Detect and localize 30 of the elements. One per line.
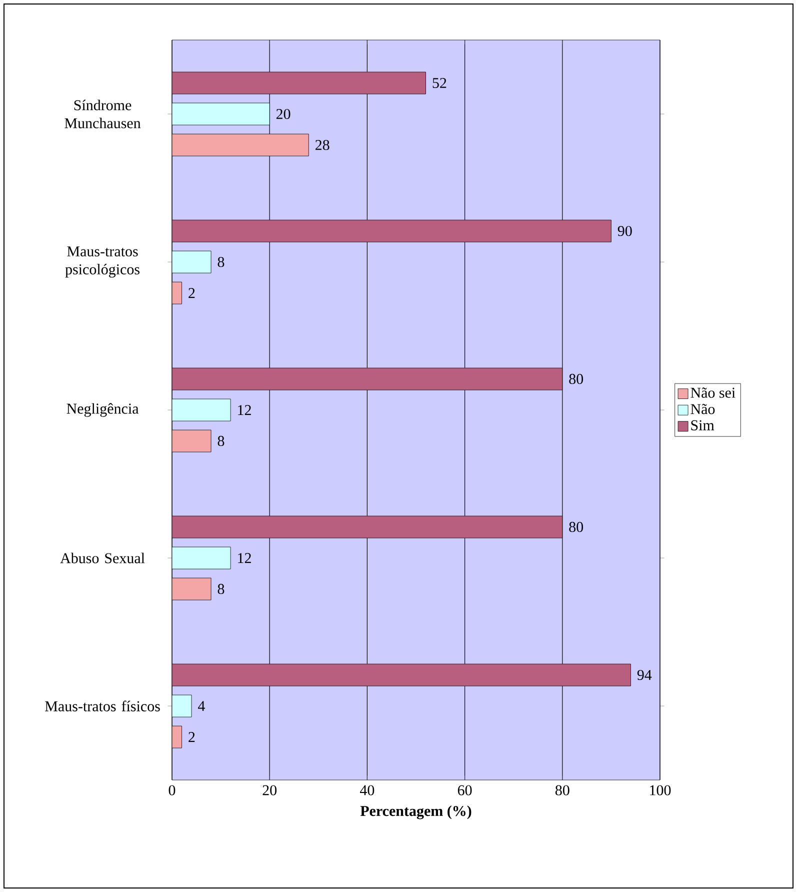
x-tick-label: 100 [650, 785, 671, 796]
x-axis-title: Percentagem (%) [360, 806, 472, 820]
y-tick-label: Abuso Sexual [60, 552, 145, 564]
x-tick-label: 0 [168, 785, 176, 796]
y-tick-label: Negligência [66, 403, 139, 417]
x-tick-label: 60 [458, 785, 472, 796]
data-label: 12 [238, 553, 251, 563]
legend-label: Não sei [690, 388, 736, 398]
data-label: 8 [218, 256, 224, 268]
data-label: 20 [276, 108, 290, 120]
x-tick-label: 40 [360, 785, 374, 796]
data-label: 94 [637, 670, 652, 680]
y-tick-label: Maus-tratos físicos [45, 700, 160, 712]
data-label: 80 [569, 522, 584, 532]
data-label: 12 [238, 405, 251, 415]
y-tick-label: Maus-tratos psicológicos [65, 246, 140, 278]
data-label: 2 [188, 732, 195, 742]
legend-label: Sim [691, 420, 714, 430]
data-label: 80 [569, 374, 584, 384]
data-label: 8 [218, 436, 224, 446]
x-tick-label: 20 [262, 785, 277, 796]
data-label: 2 [188, 288, 195, 298]
data-label: 28 [315, 140, 330, 150]
y-tick-label: Síndrome Munchausen [64, 100, 141, 128]
legend-label: Não [690, 404, 715, 414]
data-label: 52 [432, 78, 446, 88]
data-label: 90 [618, 226, 632, 236]
data-label: 4 [198, 701, 205, 711]
data-label: 8 [218, 584, 224, 594]
x-tick-label: 80 [555, 785, 570, 796]
